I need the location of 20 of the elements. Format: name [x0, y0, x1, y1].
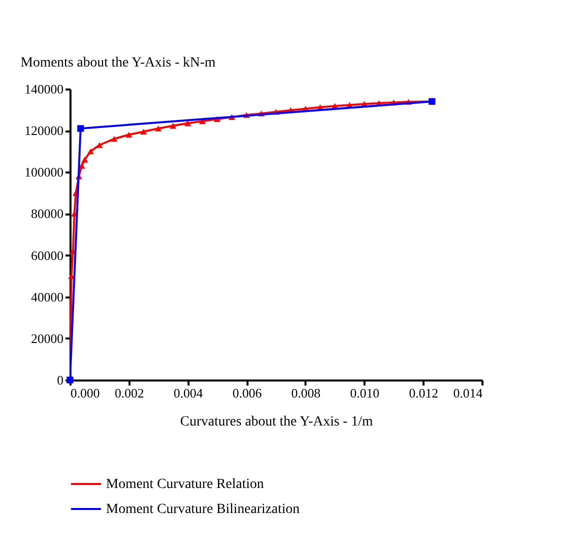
x-tick-label: 0.006 — [232, 386, 262, 400]
y-tick-label: 80000 — [31, 206, 64, 222]
y-tick-label: 0 — [57, 372, 64, 388]
x-axis-title: Curvatures about the Y-Axis - 1/m — [180, 414, 373, 430]
x-tick-label: 0.002 — [114, 386, 144, 400]
y-axis-title: Moments about the Y-Axis - kN-m — [20, 56, 216, 70]
x-tick-label: 0.014 — [453, 386, 483, 400]
y-tick-label: 60000 — [31, 248, 64, 263]
y-tick-label: 100000 — [24, 164, 64, 180]
x-tick-label: 0.000 — [70, 386, 100, 400]
y-tick-label: 40000 — [31, 289, 64, 304]
x-tick-label: 0.008 — [291, 386, 321, 400]
y-tick-label: 140000 — [24, 82, 64, 96]
y-tick-label: 120000 — [24, 123, 64, 138]
legend-label: Moment Curvature Bilinearization — [106, 502, 300, 517]
x-tick-label: 0.010 — [350, 386, 380, 400]
x-tick-label: 0.012 — [409, 386, 438, 400]
x-tick-label: 0.004 — [174, 386, 204, 400]
y-tick-label: 20000 — [31, 330, 64, 346]
legend-label: Moment Curvature Relation — [106, 477, 264, 492]
